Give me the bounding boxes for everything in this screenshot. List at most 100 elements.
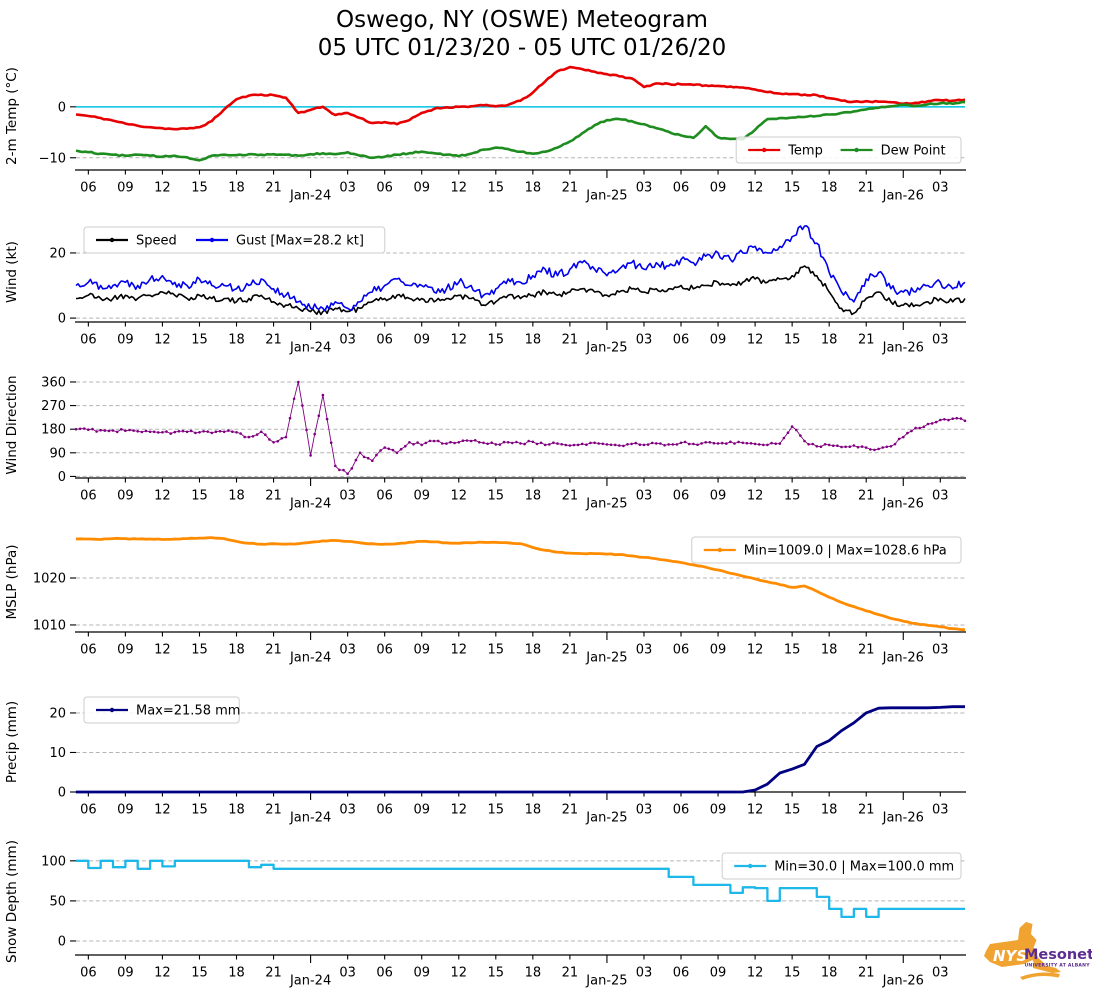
- data-point-marker: [165, 430, 168, 433]
- x-hour-label: 03: [339, 966, 356, 981]
- x-hour-label: 15: [784, 643, 801, 658]
- data-point-marker: [535, 442, 539, 446]
- data-point-marker: [523, 442, 526, 446]
- x-hour-label: 12: [747, 803, 764, 818]
- y-tick-label: 0: [58, 312, 66, 327]
- panel-precip: 20 10 0 06 09 12 15 18 21 Jan-24 03 06 09 12 15 18 21 Jan…: [4, 696, 966, 826]
- data-point-marker: [301, 404, 304, 407]
- data-point-marker: [247, 435, 251, 439]
- legend-box: [721, 852, 962, 880]
- legend-marker: [209, 237, 215, 243]
- data-point-marker: [951, 417, 954, 421]
- data-point-marker: [498, 443, 502, 446]
- x-hour-label: 15: [488, 643, 505, 658]
- data-point-marker: [428, 439, 432, 443]
- y-axis-label: MSLP (hPa): [4, 544, 20, 619]
- wind-series-speed: [75, 265, 966, 316]
- data-point-marker: [210, 431, 214, 435]
- x-hour-label: 03: [339, 803, 356, 818]
- data-point-marker: [848, 445, 852, 449]
- y-axis-label: 2-m Temp (°C): [4, 67, 20, 165]
- x-day-label: Jan-24: [289, 189, 331, 204]
- data-point-marker: [91, 427, 94, 431]
- data-point-marker: [840, 445, 843, 449]
- data-point-marker: [543, 443, 547, 447]
- data-point-marker: [305, 428, 308, 432]
- x-hour-label: 09: [413, 643, 430, 658]
- x-hour-label: 21: [858, 803, 875, 818]
- x-hour-label: 18: [228, 803, 245, 818]
- x-hour-label: 09: [413, 181, 430, 196]
- data-point-marker: [667, 443, 670, 446]
- x-hour-label: 12: [747, 333, 764, 348]
- data-point-marker: [646, 443, 650, 446]
- data-point-marker: [815, 445, 819, 448]
- x-hour-label: 15: [191, 181, 208, 196]
- data-point-marker: [136, 430, 139, 433]
- data-point-marker: [959, 417, 963, 420]
- data-point-marker: [790, 425, 794, 428]
- data-point-marker: [313, 432, 317, 436]
- data-point-marker: [383, 446, 387, 449]
- data-point-marker: [844, 445, 847, 449]
- legend-label: Dew Point: [881, 144, 946, 159]
- legend-box: [83, 696, 240, 724]
- data-point-marker: [733, 442, 736, 445]
- data-point-marker: [774, 442, 777, 446]
- data-point-marker: [700, 442, 703, 445]
- data-point-marker: [650, 441, 654, 445]
- x-hour-label: 09: [710, 333, 727, 348]
- x-hour-label: 15: [191, 803, 208, 818]
- y-tick-label: 0: [58, 100, 66, 115]
- x-hour-label: 12: [154, 489, 171, 504]
- data-point-marker: [82, 427, 86, 430]
- data-point-marker: [589, 441, 592, 445]
- data-point-marker: [716, 442, 720, 445]
- data-point-marker: [782, 436, 786, 440]
- x-hour-label: 03: [339, 333, 356, 348]
- x-hour-label: 03: [932, 333, 949, 348]
- data-point-marker: [412, 443, 415, 446]
- data-point-marker: [329, 441, 333, 445]
- x-hour-label: 12: [154, 643, 171, 658]
- x-hour-label: 12: [154, 803, 171, 818]
- x-hour-label: 09: [710, 966, 727, 981]
- x-hour-label: 18: [525, 643, 542, 658]
- data-point-marker: [124, 429, 127, 433]
- data-point-marker: [811, 442, 814, 446]
- data-point-marker: [947, 418, 950, 422]
- data-point-marker: [404, 444, 407, 448]
- data-point-marker: [745, 441, 749, 445]
- x-hour-label: 15: [488, 966, 505, 981]
- data-point-marker: [873, 448, 876, 452]
- data-point-marker: [939, 418, 942, 422]
- data-point-marker: [679, 441, 683, 445]
- data-point-marker: [548, 443, 551, 446]
- data-point-marker: [185, 430, 189, 434]
- x-hour-label: 09: [117, 181, 134, 196]
- data-point-marker: [366, 456, 370, 460]
- x-hour-label: 09: [117, 966, 134, 981]
- data-point-marker: [659, 442, 662, 445]
- data-point-marker: [379, 449, 382, 452]
- x-hour-label: 09: [413, 333, 430, 348]
- x-hour-label: 12: [450, 333, 467, 348]
- x-hour-label: 18: [228, 489, 245, 504]
- data-point-marker: [399, 447, 403, 451]
- legend-marker: [748, 863, 753, 869]
- data-point-marker: [198, 431, 201, 434]
- x-hour-label: 12: [450, 181, 467, 196]
- data-point-marker: [144, 429, 148, 433]
- x-hour-label: 15: [191, 966, 208, 981]
- data-point-marker: [720, 441, 724, 445]
- data-point-marker: [375, 453, 378, 457]
- x-hour-label: 18: [525, 966, 542, 981]
- data-point-marker: [955, 416, 959, 420]
- logo-subtitle-text: UNIVERSITY AT ALBANY: [1025, 963, 1091, 969]
- data-point-marker: [148, 430, 152, 434]
- x-day-label: Jan-26: [882, 811, 924, 826]
- data-point-marker: [325, 417, 329, 421]
- legend-label: Min=30.0 | Max=100.0 mm: [774, 860, 954, 875]
- data-point-marker: [157, 431, 160, 434]
